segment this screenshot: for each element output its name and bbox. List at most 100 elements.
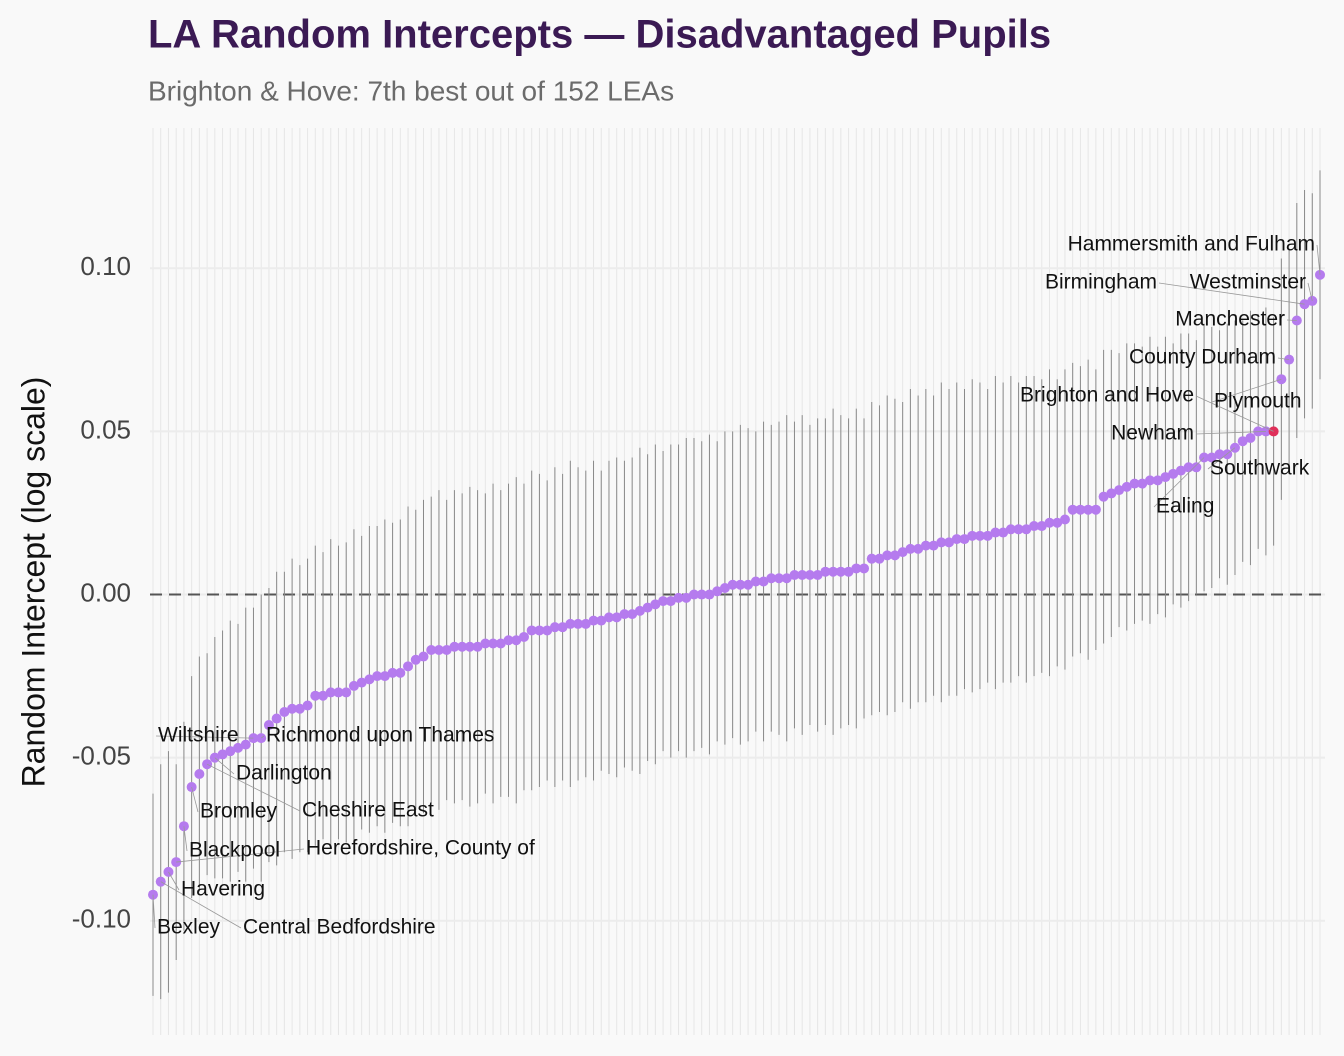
point [526, 625, 537, 636]
chart-subtitle: Brighton & Hove: 7th best out of 152 LEA… [148, 75, 674, 106]
point [967, 530, 978, 541]
point [1137, 478, 1148, 489]
point-label: Cheshire East [302, 799, 434, 822]
point [1129, 478, 1140, 489]
leader-line [168, 871, 180, 891]
point [302, 700, 313, 711]
leader-line [183, 826, 188, 852]
point [1175, 465, 1186, 476]
point [480, 638, 491, 649]
point-label: Havering [181, 878, 265, 901]
point [673, 592, 684, 603]
y-tick-label: 0.00 [80, 577, 131, 607]
point [913, 543, 924, 554]
point-label: Birmingham [1045, 271, 1157, 294]
point [271, 713, 282, 724]
point [1021, 524, 1032, 535]
point [348, 680, 359, 691]
point [743, 579, 754, 590]
point [488, 638, 499, 649]
point [279, 707, 290, 718]
chart-title: LA Random Intercepts — Disadvantaged Pup… [148, 13, 1051, 57]
point [511, 635, 522, 646]
point [1013, 524, 1024, 535]
point [596, 615, 607, 626]
leader-line [1153, 457, 1205, 508]
point [889, 550, 900, 561]
point [1106, 488, 1117, 499]
point [905, 543, 916, 554]
point [356, 677, 367, 688]
point [1059, 514, 1070, 525]
point [549, 622, 560, 633]
point [696, 589, 707, 600]
point [318, 690, 329, 701]
point [379, 671, 390, 682]
leader-line [191, 786, 199, 813]
point [936, 537, 947, 548]
point [426, 645, 437, 656]
point [611, 612, 622, 623]
point [990, 527, 1001, 538]
point-label: Blackpool [189, 839, 280, 862]
leader-line [155, 735, 254, 739]
point [766, 573, 777, 584]
point [974, 530, 985, 541]
point [603, 612, 614, 623]
point [882, 550, 893, 561]
point [851, 563, 862, 574]
point [573, 618, 584, 629]
point [1144, 475, 1155, 486]
point [225, 746, 236, 757]
point [395, 667, 406, 678]
point [1191, 462, 1202, 473]
leader-line [1211, 378, 1282, 403]
point [928, 540, 939, 551]
point [457, 641, 468, 652]
point [325, 687, 336, 698]
point [565, 618, 576, 629]
point [820, 566, 831, 577]
point [441, 645, 452, 656]
point [835, 566, 846, 577]
point [719, 583, 730, 594]
point [874, 553, 885, 564]
point [627, 609, 638, 620]
leader-line [214, 757, 235, 775]
point [472, 641, 483, 652]
point [1052, 517, 1063, 528]
point [287, 703, 298, 714]
y-tick-label: -0.05 [72, 741, 131, 771]
point [1206, 452, 1217, 463]
leader-line [1195, 431, 1266, 435]
point [341, 687, 352, 698]
point [859, 563, 870, 574]
point-label: Southwark [1210, 457, 1310, 480]
point [920, 540, 931, 551]
point [944, 537, 955, 548]
point [704, 589, 715, 600]
point [233, 742, 244, 753]
point [1160, 472, 1171, 483]
point-label: Hammersmith and Fulham [1068, 233, 1315, 256]
leader-line [1316, 244, 1321, 275]
point-label: Westminster [1190, 271, 1306, 294]
y-tick-label: 0.05 [80, 414, 131, 444]
point [364, 674, 375, 685]
point [1005, 524, 1016, 535]
point [403, 661, 414, 672]
leader-line [1277, 357, 1290, 361]
point [688, 589, 699, 600]
point [735, 579, 746, 590]
point [658, 596, 669, 607]
point [789, 569, 800, 580]
point-label: Richmond upon Thames [266, 724, 494, 747]
point [1036, 521, 1047, 532]
point [750, 576, 761, 587]
point-label: Darlington [236, 762, 332, 785]
point [650, 599, 661, 610]
point [503, 635, 514, 646]
point [240, 739, 251, 750]
